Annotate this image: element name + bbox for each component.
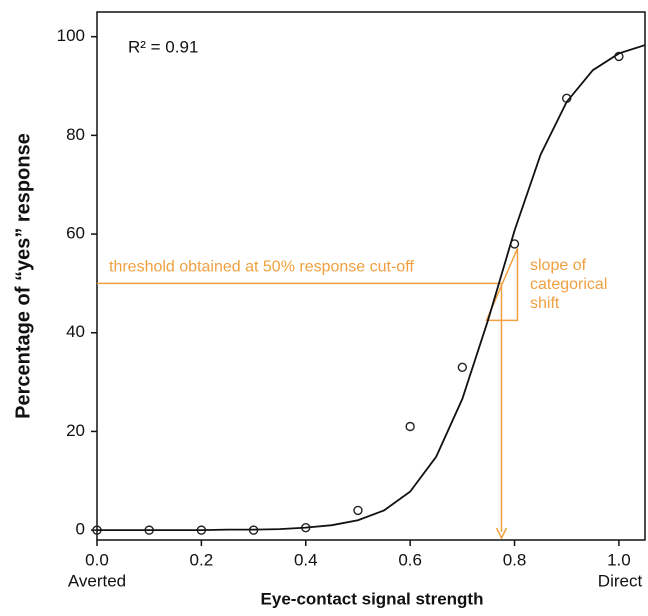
data-point (405, 421, 415, 432)
threshold-label: threshold obtained at 50% response cut-o… (109, 259, 414, 276)
x-tick-label: 0.4 (294, 550, 318, 569)
x-end-label: Averted (68, 571, 126, 590)
x-tick-label: 1.0 (607, 550, 631, 569)
slope-label: categorical (530, 276, 607, 293)
y-tick-label: 0 (76, 520, 85, 539)
slope-label: shift (530, 295, 560, 312)
r-squared: R² = 0.91 (128, 37, 198, 56)
data-point (457, 362, 468, 372)
y-axis-label: Percentage of “yes” response (12, 133, 34, 419)
plot-frame (96, 11, 646, 541)
data-point (353, 505, 363, 516)
y-tick-label: 40 (66, 322, 85, 341)
y-tick-label: 100 (57, 26, 85, 45)
slope-label: slope of (530, 257, 587, 274)
x-axis-label: Eye-contact signal strength (261, 589, 484, 608)
slope-triangle (485, 248, 519, 322)
x-tick-label: 0.2 (190, 550, 214, 569)
fit-curve (97, 44, 646, 532)
x-tick-label: 0.8 (503, 550, 527, 569)
threshold-arrowhead (495, 527, 508, 540)
x-tick-label: 0.0 (85, 550, 109, 569)
x-tick-label: 0.6 (398, 550, 422, 569)
y-tick-label: 20 (66, 421, 85, 440)
x-end-label: Direct (598, 571, 643, 590)
y-tick-label: 80 (66, 125, 85, 144)
y-tick-label: 60 (66, 224, 85, 243)
